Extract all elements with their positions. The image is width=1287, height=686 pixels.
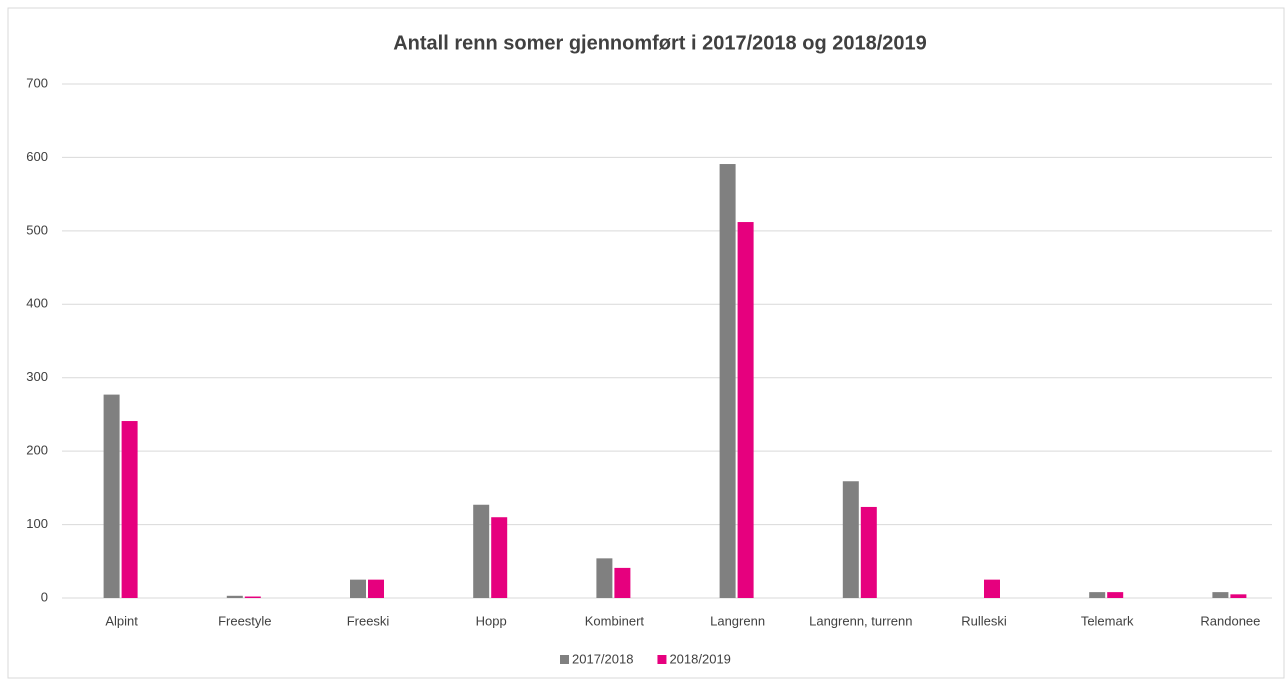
y-tick-label: 400 <box>26 296 48 311</box>
y-tick-label: 300 <box>26 369 48 384</box>
bar <box>1107 592 1124 598</box>
bar <box>842 481 859 598</box>
chart-frame <box>7 7 1285 679</box>
bar <box>226 595 243 598</box>
y-tick-label: 600 <box>26 149 48 164</box>
y-tick-label: 100 <box>26 516 48 531</box>
legend-swatch <box>657 655 667 664</box>
legend-label: 2017/2018 <box>572 651 633 666</box>
x-tick-label: Hopp <box>476 613 507 628</box>
bar <box>491 517 508 598</box>
legend-label: 2018/2019 <box>669 651 730 666</box>
bar <box>860 506 877 598</box>
x-tick-label: Alpint <box>105 613 138 628</box>
bar <box>984 579 1000 598</box>
bar <box>1230 594 1247 598</box>
bar <box>473 504 490 598</box>
x-tick-label: Langrenn <box>710 613 765 628</box>
bar <box>350 579 366 598</box>
x-tick-label: Kombinert <box>585 613 645 628</box>
legend-swatch <box>560 655 569 664</box>
bar <box>614 567 631 598</box>
bar <box>596 558 613 598</box>
bar <box>719 164 736 598</box>
y-tick-label: 500 <box>26 222 48 237</box>
bar <box>1089 592 1106 598</box>
x-tick-label: Freeski <box>347 613 390 628</box>
bar <box>368 579 384 598</box>
x-tick-label: Freestyle <box>218 613 271 628</box>
bar <box>103 394 120 598</box>
bar <box>1212 592 1229 598</box>
x-tick-label: Rulleski <box>961 613 1007 628</box>
x-tick-label: Randonee <box>1200 613 1260 628</box>
chart-title: Antall renn somer gjennomført i 2017/201… <box>393 32 927 54</box>
y-tick-label: 700 <box>26 75 48 90</box>
y-tick-label: 0 <box>41 589 48 604</box>
y-tick-label: 200 <box>26 443 48 458</box>
bar <box>121 421 138 598</box>
x-tick-label: Telemark <box>1081 613 1134 628</box>
bar <box>244 596 261 598</box>
x-tick-label: Langrenn, turrenn <box>809 613 912 628</box>
bar <box>737 222 754 598</box>
